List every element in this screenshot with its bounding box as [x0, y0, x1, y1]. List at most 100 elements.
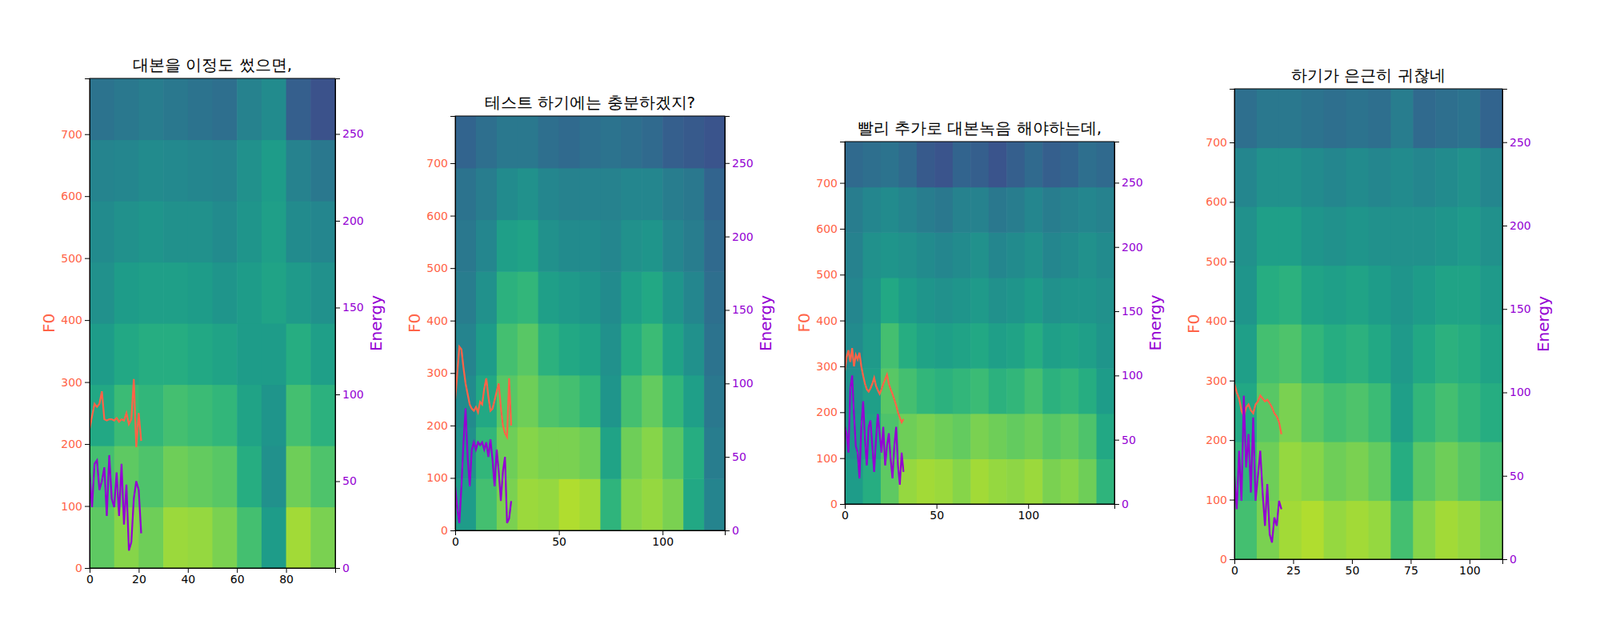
cell [662, 168, 684, 220]
tick-label: 500 [426, 261, 448, 275]
cell [862, 141, 881, 188]
cell [1480, 206, 1503, 266]
cell [163, 384, 188, 447]
cell [517, 271, 540, 324]
cell [1346, 383, 1370, 443]
axis: 050100150200250 [335, 79, 364, 575]
title: 하기가 은근히 귀찮네 [1291, 65, 1446, 85]
cell [1234, 324, 1258, 384]
cell [862, 277, 881, 324]
tick: 0 [830, 497, 845, 511]
cell [862, 323, 881, 369]
cell [862, 458, 881, 504]
cell [538, 220, 560, 272]
tick: 40 [180, 568, 196, 586]
tick-mark [84, 196, 90, 197]
tick: 50 [929, 504, 944, 522]
tick: 200 [60, 437, 90, 451]
tick: 100 [816, 452, 845, 465]
tick-label: 0 [1220, 552, 1228, 566]
cell [988, 187, 1008, 233]
cell [1078, 232, 1097, 278]
cell [880, 187, 900, 233]
cell [163, 507, 188, 569]
plot-area [1234, 88, 1503, 560]
tick-mark [450, 425, 456, 427]
tick-label: 100 [1205, 493, 1228, 507]
cell [970, 368, 989, 414]
tick-label: 400 [816, 314, 838, 328]
tick: 75 [1404, 559, 1419, 577]
cell [952, 232, 972, 278]
cell [188, 78, 213, 140]
cell [261, 140, 287, 202]
cell [517, 375, 540, 428]
tick-label: 50 [1345, 564, 1360, 577]
tick: 100 [724, 376, 754, 390]
cell [662, 478, 684, 531]
line [455, 347, 512, 438]
tick-label: 0 [1121, 497, 1129, 511]
cell [620, 220, 643, 272]
cell [970, 458, 989, 504]
axis: 0100200300400500600700 [426, 116, 456, 537]
cell [880, 141, 900, 188]
cell [704, 323, 725, 376]
cell [1096, 232, 1115, 278]
cell [1042, 368, 1061, 414]
tick-mark [450, 216, 456, 217]
cell [1301, 383, 1325, 443]
tick-label: 600 [1205, 195, 1228, 208]
cell [916, 458, 936, 504]
tick-label: 50 [1509, 469, 1524, 483]
cell [476, 271, 498, 324]
cell [1390, 383, 1414, 443]
cell [1301, 88, 1325, 148]
tick: 400 [60, 313, 90, 327]
tick: 100 [1502, 385, 1532, 399]
cell [1060, 187, 1080, 233]
cell [662, 220, 684, 272]
tick: 80 [279, 568, 294, 586]
cell [620, 116, 643, 168]
cell [1435, 441, 1459, 501]
panel: 0255075100010020030040050060070005010015… [1184, 65, 1552, 577]
cell [1435, 324, 1459, 384]
cell [1435, 206, 1459, 266]
cell [1412, 148, 1436, 208]
cell [704, 375, 725, 428]
tick-label: 100 [732, 376, 754, 390]
cell [641, 168, 664, 220]
tick: 100 [1205, 493, 1235, 507]
line [844, 375, 904, 485]
cell [934, 368, 953, 414]
tick-mark [840, 320, 845, 322]
tick-label: 100 [1459, 564, 1481, 577]
tick: 200 [1114, 240, 1144, 254]
cell [1480, 383, 1503, 443]
tick-label: 600 [426, 209, 448, 223]
cell [1368, 206, 1392, 266]
line [1234, 396, 1282, 543]
cell [600, 168, 622, 220]
cell [1042, 141, 1061, 188]
cell [970, 323, 989, 369]
cell [1024, 232, 1044, 278]
tick-label: 500 [60, 252, 83, 265]
cell [138, 384, 164, 447]
tick-label: 100 [342, 388, 364, 401]
tick-mark [724, 236, 730, 238]
axis: 050100 [841, 504, 1115, 522]
tick-label: 400 [1205, 314, 1228, 328]
cell [1234, 148, 1258, 208]
spectrogram [844, 141, 1115, 504]
cell [1234, 88, 1258, 148]
cell [1435, 500, 1459, 560]
cell [559, 116, 581, 168]
tick-mark [335, 568, 340, 569]
cell [89, 507, 115, 569]
cell [236, 384, 262, 447]
cell [952, 368, 972, 414]
tick-label: 50 [342, 474, 357, 488]
cell [1412, 383, 1436, 443]
